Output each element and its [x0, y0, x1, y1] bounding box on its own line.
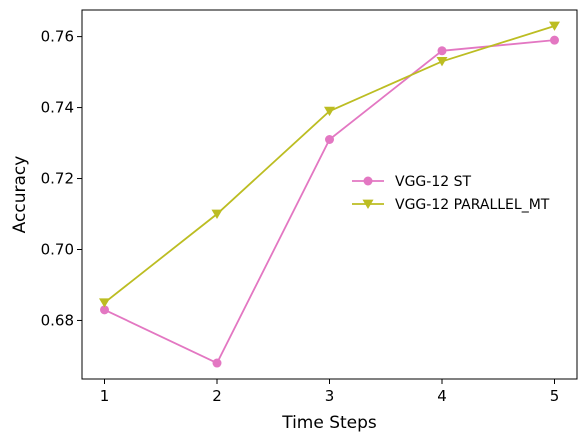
legend-entry: VGG-12 ST	[352, 174, 471, 190]
data-point	[549, 21, 560, 31]
data-point	[436, 57, 448, 67]
data-point	[325, 135, 334, 145]
y-tick-label: 0.74	[41, 99, 74, 117]
x-tick-label: 3	[325, 387, 335, 405]
data-point	[99, 298, 110, 308]
x-tick-label: 4	[437, 387, 447, 405]
legend-marker	[362, 199, 374, 209]
plot-frame	[81, 9, 578, 380]
y-tick-label: 0.72	[41, 170, 74, 188]
legend-label: VGG-12 PARALLEL_MT	[395, 197, 550, 213]
y-tick-label: 0.70	[41, 240, 74, 258]
legend-label: VGG-12 ST	[395, 174, 471, 190]
x-tick-label: 1	[100, 387, 110, 405]
plot-layer	[99, 21, 560, 368]
x-axis-title: Time Steps	[281, 413, 377, 433]
data-point	[211, 209, 223, 219]
y-tick-label: 0.68	[41, 311, 74, 329]
y-tick-label: 0.76	[41, 28, 74, 46]
x-tick-label: 2	[212, 387, 222, 405]
data-point	[212, 358, 222, 368]
series-2	[99, 21, 560, 308]
data-point	[100, 305, 109, 315]
data-point	[437, 46, 447, 56]
legend: VGG-12 ST VGG-12 PARALLEL_MT	[352, 174, 550, 213]
x-tick-label: 5	[550, 387, 560, 405]
series-line	[103, 25, 555, 304]
data-point	[324, 106, 335, 117]
series-1	[100, 35, 559, 368]
y-axis-title: Accuracy	[10, 156, 30, 234]
legend-entry: VGG-12 PARALLEL_MT	[352, 197, 550, 213]
axes-layer: 1 2 3 4 5 0.68 0.70 0.72 0.74 0.76	[41, 28, 560, 405]
legend-marker	[363, 176, 373, 186]
data-point	[550, 35, 559, 45]
